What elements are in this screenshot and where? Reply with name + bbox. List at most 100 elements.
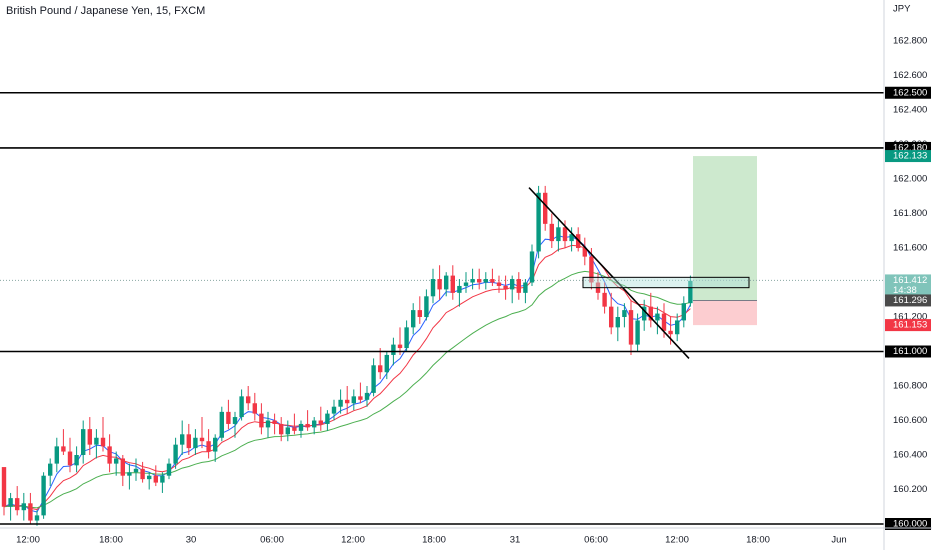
price-badge-label: 161.412 [893,275,927,286]
candle-body [411,310,416,328]
zone-rectangle [582,276,750,289]
candle-body [424,296,429,317]
price-tick-label: 161.600 [893,243,927,254]
candle-body [364,392,370,400]
drawings[interactable] [528,187,750,359]
profit-zone [693,156,757,301]
trendline [528,187,690,359]
candle-body [549,223,554,242]
candle-body [569,234,574,242]
candle-body [107,446,112,464]
price-tick-label: 162.800 [893,36,927,47]
candle-body [655,313,660,321]
candle-body [668,330,673,335]
candle-body [226,411,231,424]
price-tick-label: 160.200 [893,484,927,495]
candle-body [173,444,178,464]
time-tick-label: 12:00 [665,535,689,546]
candle-body [127,472,132,476]
candle-body [54,446,59,464]
candle-body [252,403,257,414]
candle-body [34,515,40,521]
candle-body [556,227,561,242]
level-badge [885,518,931,530]
candle-body [74,455,79,466]
candle-body [186,434,191,449]
level-badge [885,345,931,358]
candle-body [199,437,205,442]
candle-body [140,468,145,480]
price-tick-label: 162.400 [893,105,927,116]
candle-body [681,303,686,321]
time-tick-label: 31 [510,535,521,546]
candle-body [582,248,587,257]
candle-body [160,475,165,483]
time-tick-label: 12:00 [16,535,40,546]
candle-body [279,423,284,435]
candle-body [133,468,139,473]
candle-body [180,434,185,445]
time-axis[interactable]: 12:00 18:00 30 06:00 12:00 18:00 31 06:00 12:00 1… [0,527,932,546]
candle-body [41,475,46,516]
price-axis[interactable]: JPY162.800162.600162.400162.200162.00016… [883,0,931,550]
candle-body [523,282,528,293]
candle-body [153,475,158,483]
price-badge [885,150,931,163]
chart-title: British Pound / Japanese Yen, 15, FXCM [6,5,206,17]
horizontal-levels[interactable] [0,91,884,525]
candle-body [384,354,389,373]
candle-body [371,365,376,393]
position-tool[interactable] [0,156,884,326]
candle-body [437,279,442,290]
candle-body [239,396,244,418]
candle-body [166,463,172,476]
price-axis-unit: JPY [893,4,911,15]
level-badge-label: 162.180 [893,142,927,153]
candle-body [147,475,152,480]
candle-body [325,413,330,424]
candle-body [87,429,92,445]
candle-body [536,192,541,252]
candle-body [529,251,535,283]
candle-body [81,429,86,455]
time-tick-label: 30 [186,535,197,546]
price-badge-label: 161.296 [893,295,927,306]
price-tick-label: 161.200 [893,312,927,323]
candle-body [305,423,310,428]
candle-body [648,306,653,321]
candle-body [100,437,106,447]
candle-body [8,498,13,507]
candle-body [259,413,264,428]
price-badge [885,294,931,307]
level-badge-label: 162.500 [893,87,927,98]
candle-body [15,498,20,511]
candle-body [615,317,620,328]
candle-body [642,306,647,321]
candle-body [417,310,422,317]
level-badge-label: 161.000 [893,346,927,357]
candle-body [675,320,680,335]
candle-body [661,313,667,331]
price-tick-label: 160.800 [893,381,927,392]
time-tick-label: 18:00 [422,535,446,546]
price-tick-label: 162.600 [893,70,927,81]
candle-body [292,427,297,431]
candle-body [67,451,73,466]
candle-body [48,463,53,476]
candle-body [345,399,350,404]
candle-body [206,441,211,452]
price-badge-label: 161.153 [893,320,927,331]
candle-body [516,279,521,293]
candle-body [213,437,218,452]
candle-body [450,275,455,293]
candle-body [463,282,469,286]
candle-body [543,192,548,224]
candles [1,185,693,526]
price-badge-sublabel: 14:38 [893,285,917,296]
candle-body [635,320,640,345]
candle-body [265,420,271,428]
candle-body [351,396,356,404]
level-badge-label: 160.000 [893,519,927,530]
